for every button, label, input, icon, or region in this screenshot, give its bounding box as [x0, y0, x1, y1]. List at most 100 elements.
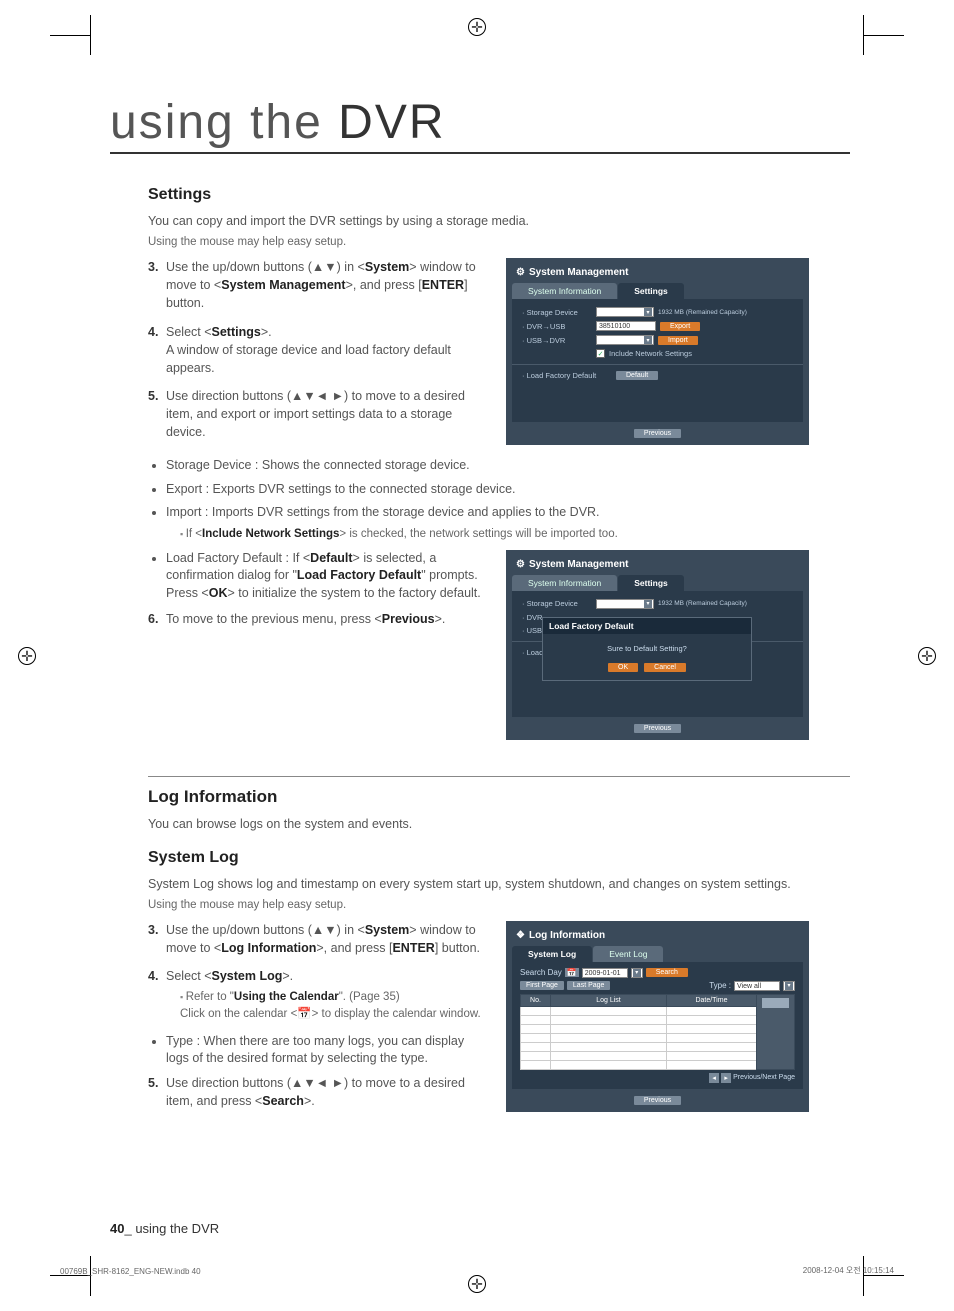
col-datetime: Date/Time: [666, 994, 756, 1006]
page-content: using the DVR Settings You can copy and …: [110, 95, 850, 1124]
chevron-down-icon: ▾: [785, 982, 793, 990]
table-row: [521, 1015, 795, 1024]
prev-icon[interactable]: ◂: [709, 1073, 719, 1083]
tab-system-information[interactable]: System Information: [512, 283, 617, 299]
log-mouse-note: Using the mouse may help easy setup.: [148, 899, 850, 911]
bullet-import-sub: If <Include Network Settings> is checked…: [180, 526, 850, 542]
bullet-type: Type : When there are too many logs, you…: [166, 1033, 490, 1068]
log-step-4-sub: Refer to "Using the Calendar". (Page 35)…: [180, 989, 490, 1022]
page-footer: 40_ using the DVR: [110, 1221, 219, 1236]
section-divider: [148, 776, 850, 777]
storage-device-dropdown[interactable]: ▾: [596, 307, 654, 317]
table-row: [521, 1042, 795, 1051]
list-icon: ❖: [516, 930, 525, 941]
log-step-3: 3.Use the up/down buttons (▲▼) in <Syste…: [148, 921, 490, 957]
crop-mark: [863, 1256, 864, 1296]
load-factory-dialog: Load Factory Default Sure to Default Set…: [542, 617, 752, 681]
previous-button[interactable]: Previous: [634, 429, 681, 438]
table-row: [521, 1033, 795, 1042]
first-page-button[interactable]: First Page: [520, 981, 564, 990]
screenshot-log-information: ❖Log Information System Log Event Log Se…: [506, 921, 809, 1112]
date-dropdown[interactable]: ▾: [631, 968, 643, 978]
step-3: 3.Use the up/down buttons (▲▼) in <Syste…: [148, 258, 490, 312]
step-6: 6.To move to the previous menu, press <P…: [148, 610, 490, 628]
crop-mark: [863, 15, 864, 55]
bullet-import: Import : Imports DVR settings from the s…: [166, 504, 850, 542]
include-network-label: Include Network Settings: [609, 349, 692, 358]
scrollbar[interactable]: [756, 994, 794, 1069]
import-button[interactable]: Import: [658, 336, 698, 345]
next-icon[interactable]: ▸: [721, 1073, 731, 1083]
col-no: No.: [521, 994, 551, 1006]
footer-text: using the DVR: [135, 1221, 219, 1236]
type-field[interactable]: View all: [734, 981, 780, 991]
system-log-heading: System Log: [148, 849, 850, 867]
crop-mark: [90, 15, 91, 55]
log-step-5: 5.Use direction buttons (▲▼◄ ►) to move …: [148, 1074, 490, 1110]
col-log-list: Log List: [551, 994, 667, 1006]
default-button[interactable]: Default: [616, 371, 658, 380]
shot1-title: ⚙System Management: [512, 264, 803, 281]
date-field[interactable]: 2009-01-01: [582, 968, 628, 978]
crop-mark: [864, 35, 904, 36]
step-4: 4.Select <Settings>.A window of storage …: [148, 323, 490, 377]
tab-settings[interactable]: Settings: [618, 283, 684, 299]
tab-system-log[interactable]: System Log: [512, 946, 592, 962]
table-row: [521, 1006, 795, 1015]
bullet-load-factory: Load Factory Default : If <Default> is s…: [166, 550, 490, 603]
dvr-usb-field[interactable]: 38510100: [596, 321, 656, 331]
usb-dvr-dropdown[interactable]: ▾: [596, 335, 654, 345]
log-info-intro: You can browse logs on the system and ev…: [148, 815, 850, 833]
gear-icon: ⚙: [516, 267, 525, 278]
tab-settings[interactable]: Settings: [618, 575, 684, 591]
search-button[interactable]: Search: [646, 968, 688, 977]
chevron-down-icon: ▾: [644, 308, 652, 316]
capacity-text: 1932 MB (Remained Capacity): [658, 309, 747, 316]
registration-mark-icon: [468, 1275, 486, 1293]
calendar-icon[interactable]: 📅: [565, 968, 579, 977]
page-number: 40: [110, 1221, 124, 1236]
storage-device-dropdown[interactable]: ▾: [596, 599, 654, 609]
cancel-button[interactable]: Cancel: [644, 663, 686, 672]
table-row: [521, 1060, 795, 1069]
ok-button[interactable]: OK: [608, 663, 638, 672]
step-5: 5.Use direction buttons (▲▼◄ ►) to move …: [148, 387, 490, 441]
title-bold: DVR: [338, 96, 445, 149]
settings-heading: Settings: [148, 186, 850, 204]
screenshot-system-management-settings: ⚙System Management System Information Se…: [506, 258, 809, 445]
page-title: using the DVR: [110, 95, 850, 154]
table-row: [521, 1024, 795, 1033]
log-table: No.Log ListDate/Time: [520, 994, 795, 1070]
bullet-storage-device: Storage Device : Shows the connected sto…: [166, 457, 850, 475]
previous-button[interactable]: Previous: [634, 724, 681, 733]
last-page-button[interactable]: Last Page: [567, 981, 611, 990]
label-load-factory: · Load Factory Default: [522, 371, 612, 380]
chevron-down-icon: ▾: [644, 336, 652, 344]
label-storage-device: · Storage Device: [522, 599, 592, 608]
scroll-thumb[interactable]: [762, 998, 789, 1008]
settings-mouse-note: Using the mouse may help easy setup.: [148, 236, 850, 248]
log-info-heading: Log Information: [148, 787, 850, 807]
label-usb-dvr: · USB→DVR: [522, 336, 592, 345]
prev-next-label: Previous/Next Page: [733, 1074, 795, 1081]
previous-button[interactable]: Previous: [634, 1096, 681, 1105]
registration-mark-icon: [468, 18, 486, 36]
log-step-4: 4.Select <System Log>. Refer to "Using t…: [148, 967, 490, 1022]
screenshot-load-factory-default-dialog: ⚙System Management System Information Se…: [506, 550, 809, 740]
chevron-down-icon: ▾: [644, 600, 652, 608]
title-light: using the: [110, 96, 338, 149]
include-network-checkbox[interactable]: ✓: [596, 349, 605, 358]
tab-system-information[interactable]: System Information: [512, 575, 617, 591]
label-type: Type :: [709, 981, 731, 990]
shot2-title: ⚙System Management: [512, 556, 803, 573]
tab-event-log[interactable]: Event Log: [593, 946, 663, 962]
shot3-title: ❖Log Information: [512, 927, 803, 944]
crop-mark: [90, 1256, 91, 1296]
label-dvr-usb: · DVR→USB: [522, 322, 592, 331]
export-button[interactable]: Export: [660, 322, 700, 331]
capacity-text: 1932 MB (Remained Capacity): [658, 600, 747, 607]
registration-mark-icon: [18, 647, 36, 665]
registration-mark-icon: [918, 647, 936, 665]
type-dropdown[interactable]: ▾: [783, 981, 795, 991]
system-log-desc: System Log shows log and timestamp on ev…: [148, 875, 850, 893]
